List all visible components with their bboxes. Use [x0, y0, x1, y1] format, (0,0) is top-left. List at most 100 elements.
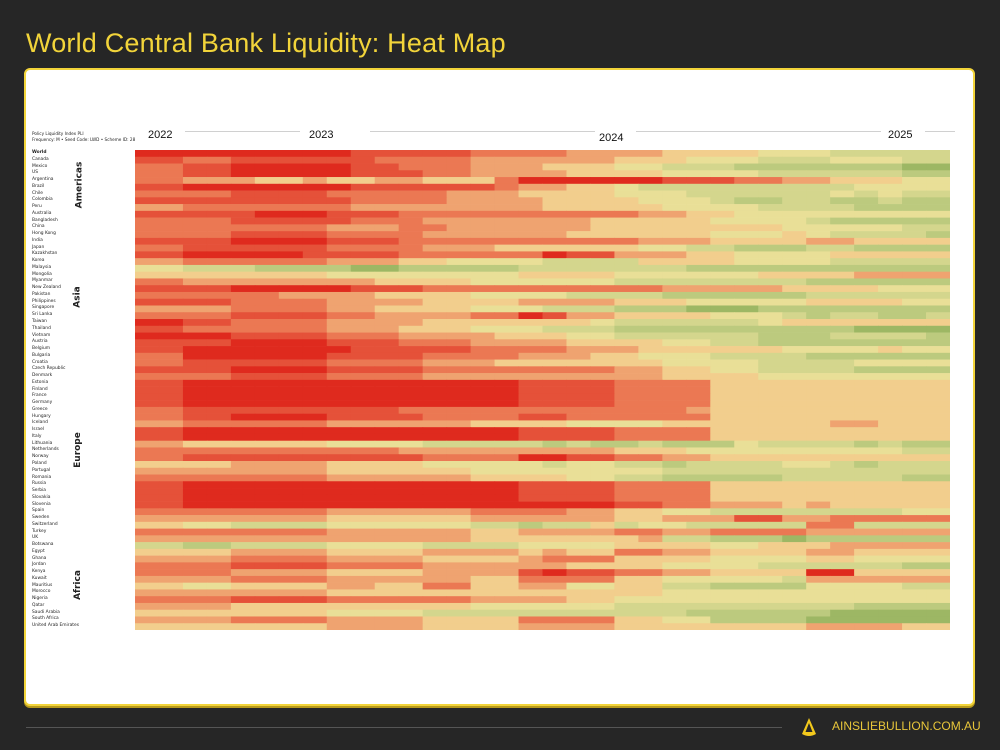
heatmap-cell — [278, 488, 304, 496]
heatmap-cell — [422, 373, 448, 381]
heatmap-cell — [614, 528, 639, 536]
heatmap-cell — [854, 291, 879, 300]
heatmap-cell — [494, 508, 520, 516]
heatmap-cell — [206, 542, 232, 550]
heatmap-cell — [758, 291, 783, 300]
heatmap-cell — [566, 508, 591, 516]
heatmap-cell — [374, 332, 400, 340]
heatmap-cell — [350, 183, 376, 191]
row-label: Myanmar — [32, 278, 53, 284]
heatmap-cell — [806, 467, 831, 475]
row-label: Poland — [32, 460, 47, 466]
heatmap-cell — [614, 555, 639, 563]
heatmap-cell — [566, 542, 591, 550]
heatmap-cell — [638, 210, 663, 218]
heatmap-cell — [254, 278, 280, 286]
heatmap-cell — [518, 413, 543, 421]
heatmap-cell — [902, 609, 927, 617]
heatmap-cell — [806, 312, 831, 320]
heatmap-cell — [926, 481, 950, 489]
heatmap-cell — [878, 562, 903, 570]
heatmap-cell — [638, 427, 663, 435]
heatmap-cell — [326, 298, 352, 306]
heatmap-cell — [206, 569, 232, 577]
heatmap-cell — [638, 163, 663, 171]
heatmap-cell — [614, 400, 639, 408]
heatmap-cell — [494, 420, 520, 428]
header-line-2: Frequency: M • Seed Code: LWD • Scheme I… — [32, 137, 136, 142]
heatmap-cell — [878, 386, 903, 394]
heatmap-cell — [470, 339, 496, 347]
heatmap-cell — [758, 170, 783, 178]
heatmap-cell — [782, 373, 807, 381]
heatmap-cell — [686, 609, 711, 617]
heatmap-cell — [206, 616, 232, 624]
row-label: Spain — [32, 508, 45, 514]
heatmap-cell — [782, 258, 807, 266]
heatmap-cell — [135, 204, 160, 212]
row-label: Bangladesh — [32, 217, 58, 223]
heatmap-cell — [926, 508, 950, 516]
row-label: Thailand — [32, 325, 51, 331]
heatmap-cell — [398, 427, 424, 435]
heatmap-cell — [135, 515, 160, 523]
heatmap-cell — [734, 433, 759, 441]
heatmap-cell — [614, 474, 639, 482]
heatmap-cell — [902, 224, 927, 232]
heatmap-cell — [758, 379, 783, 387]
heatmap-cell — [662, 156, 687, 164]
heatmap-cell — [734, 373, 759, 381]
heatmap-cell — [566, 494, 591, 502]
heatmap-cell — [182, 433, 208, 441]
heatmap-cell — [206, 406, 232, 414]
heatmap-cell — [614, 373, 639, 381]
heatmap-cell — [254, 231, 280, 239]
heatmap-cell — [254, 285, 280, 293]
row-label: Czech Republic — [32, 366, 66, 372]
heatmap-cell — [686, 244, 711, 252]
row-label: World — [32, 150, 47, 155]
heatmap-cell — [782, 366, 807, 374]
heatmap-cell — [278, 413, 304, 421]
row-label: Australia — [32, 210, 52, 216]
heatmap-cell — [398, 305, 424, 313]
heatmap-cell — [686, 379, 711, 387]
heatmap-cell — [542, 156, 567, 164]
heatmap-cell — [350, 589, 376, 597]
heatmap-cell — [326, 177, 352, 185]
heatmap-cell — [230, 332, 256, 340]
heatmap-cell — [734, 278, 759, 286]
heatmap-cell — [782, 454, 807, 462]
heatmap-cell — [902, 433, 927, 441]
heatmap-cell — [662, 217, 687, 225]
heatmap-cell — [710, 400, 735, 408]
heatmap-cell — [158, 555, 184, 563]
heatmap-cell — [614, 163, 639, 171]
heatmap-cell — [470, 278, 496, 286]
heatmap-cell — [734, 501, 759, 509]
heatmap-cell — [710, 447, 735, 455]
heatmap-cell — [734, 231, 759, 239]
heatmap-cell — [326, 433, 352, 441]
heatmap-cell — [350, 508, 376, 516]
heatmap-cell — [470, 501, 496, 509]
heatmap-cell — [686, 231, 711, 239]
heatmap-cell — [374, 210, 400, 218]
heatmap-cell — [518, 204, 543, 212]
heatmap-cell — [806, 346, 831, 354]
heatmap-cell — [614, 406, 639, 414]
heatmap-cell — [278, 373, 304, 381]
heatmap-cell — [518, 319, 543, 327]
heatmap-cell — [326, 150, 352, 158]
heatmap-cell — [758, 305, 783, 313]
heatmap-cell — [302, 312, 328, 320]
heatmap-cell — [350, 562, 376, 570]
heatmap-cell — [158, 359, 184, 367]
heatmap-cell — [230, 339, 256, 347]
year-divider — [636, 131, 881, 132]
heatmap-cell — [758, 231, 783, 239]
heatmap-cell — [566, 582, 591, 590]
heatmap-cell — [470, 291, 496, 300]
heatmap-cell — [638, 535, 663, 543]
heatmap-cell — [590, 278, 615, 286]
